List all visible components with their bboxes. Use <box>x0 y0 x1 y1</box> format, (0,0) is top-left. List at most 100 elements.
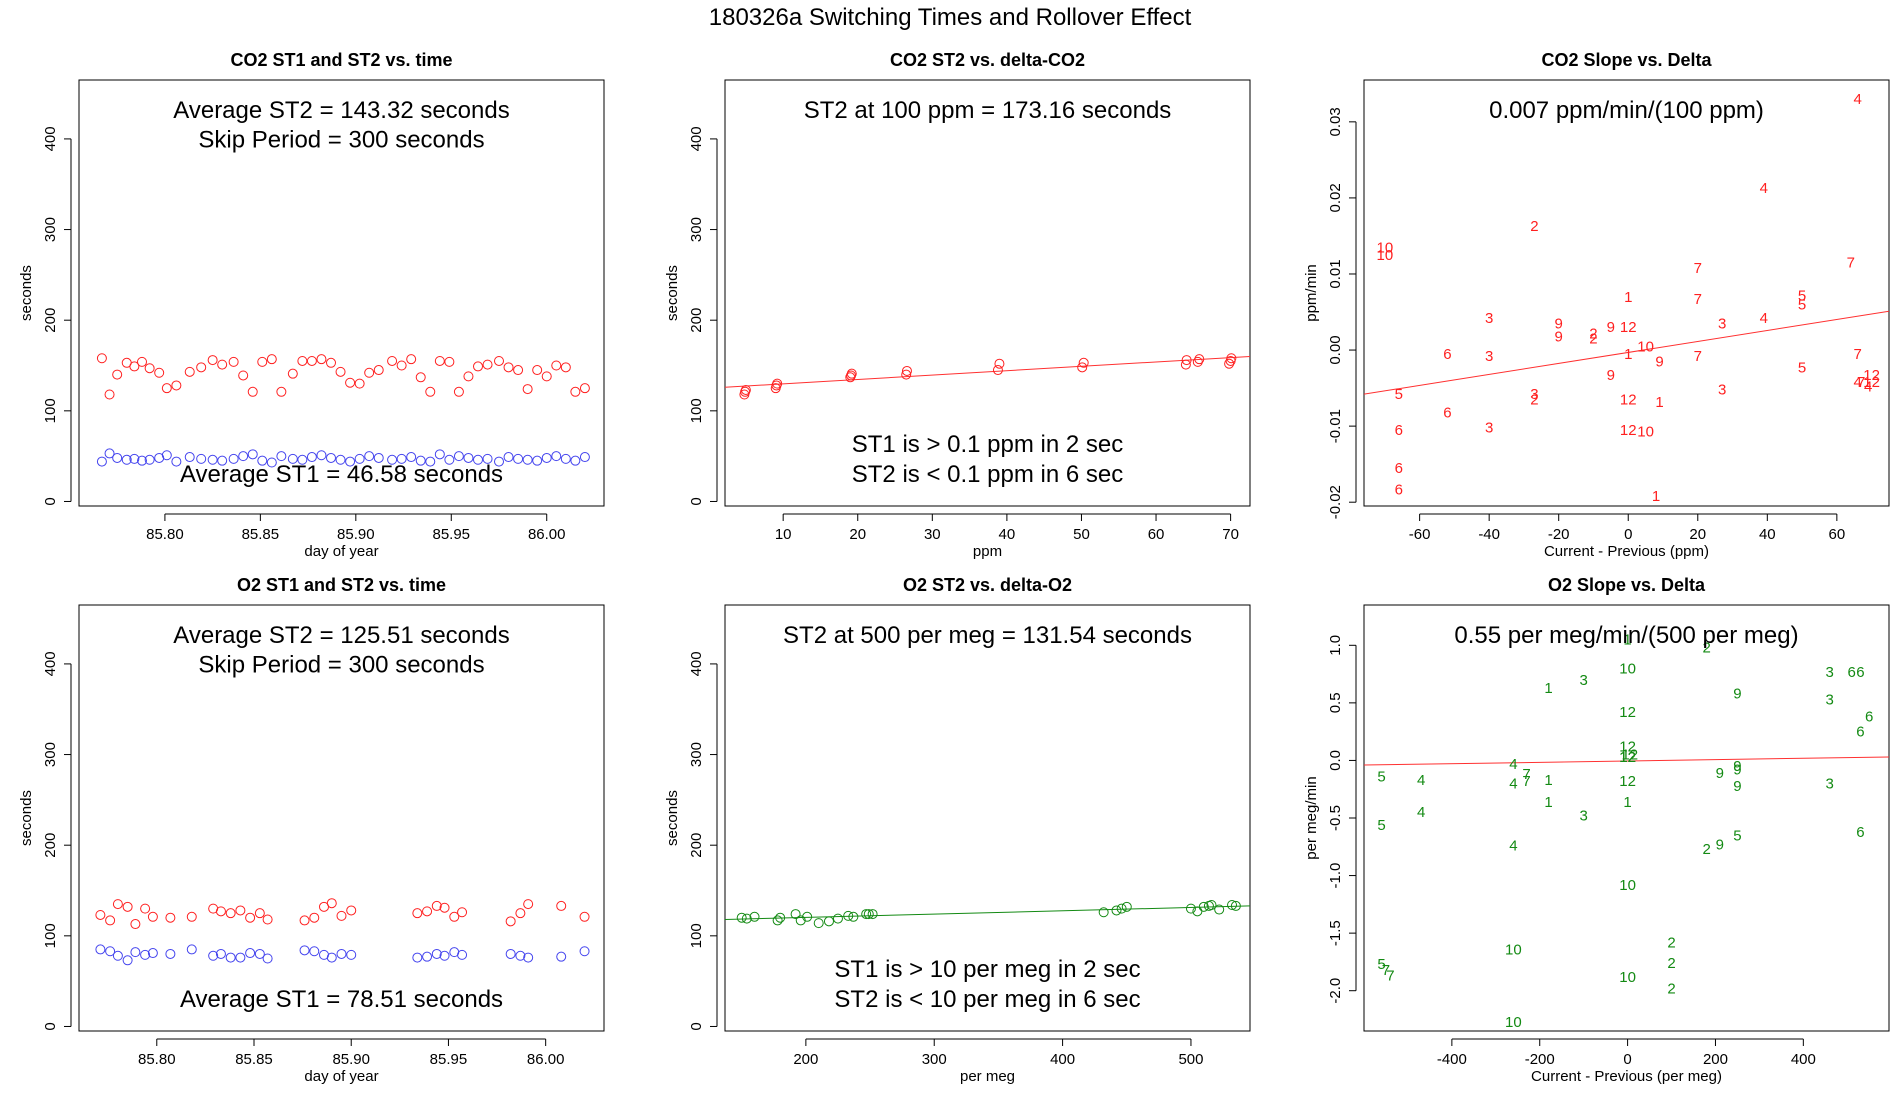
y-tick-label: 100 <box>688 923 705 948</box>
chart-co2-time: CO2 ST1 and ST2 vs. time 85.80 85.85 85.90 8… <box>18 50 605 560</box>
data-point-st2 <box>560 362 571 373</box>
chart-o2-st2-delta: O2 ST2 vs. delta-O2 200 300 400 500 0 100 200 30… <box>664 575 1251 1085</box>
y-tick-label: 0.00 <box>1327 335 1344 364</box>
data-point-st1 <box>336 948 347 959</box>
data-point-st1 <box>494 456 504 467</box>
x-tick-label: 85.85 <box>235 1051 273 1068</box>
y-tick-label: 0.03 <box>1327 107 1344 136</box>
data-point-st1 <box>570 455 581 466</box>
data-point-st1 <box>505 948 516 959</box>
data-point-label: 6 <box>1443 404 1451 421</box>
data-point-st1 <box>439 950 450 961</box>
data-point-st2 <box>254 908 265 919</box>
data-point-label: 7 <box>1847 255 1855 272</box>
data-point-label: 12 <box>1621 747 1638 764</box>
data-point-label: 7 <box>1694 260 1702 277</box>
y-tick-label: -0.5 <box>1327 805 1344 831</box>
y-axis-label: seconds <box>18 265 35 321</box>
data-point-st2 <box>257 356 268 367</box>
x-axis-label: day of year <box>304 1068 378 1085</box>
data-point-st1 <box>412 952 423 963</box>
data-point-st1 <box>335 454 346 465</box>
data-point-st2 <box>861 909 872 920</box>
x-tick-label: 86.00 <box>527 1051 565 1068</box>
data-point-label: 4 <box>1760 180 1768 197</box>
data-point-st2 <box>532 365 543 376</box>
data-point-st2 <box>1181 355 1192 366</box>
data-point-label: 9 <box>1716 836 1724 853</box>
data-point-st1 <box>121 454 132 465</box>
y-tick-label: 1.0 <box>1327 635 1344 656</box>
data-point-st1 <box>579 452 590 463</box>
data-point-st2 <box>104 389 115 400</box>
data-point-st2 <box>215 906 226 917</box>
data-point-st1 <box>326 952 337 963</box>
y-axis-label: seconds <box>664 265 681 321</box>
data-point-st2 <box>415 372 426 383</box>
x-tick-label: 85.80 <box>138 1051 176 1068</box>
data-point-st2 <box>551 360 562 371</box>
data-point-st1 <box>186 944 197 955</box>
data-point-st2 <box>1224 358 1235 369</box>
y-tick-label: -0.01 <box>1327 409 1344 443</box>
fit-line <box>725 905 1250 921</box>
data-point-st1 <box>299 945 310 956</box>
data-point-label: 1 <box>1544 680 1552 697</box>
plot-area <box>725 353 1250 400</box>
data-point-label: 6 <box>1856 664 1864 681</box>
y-axis-label: per meg/min <box>1303 776 1320 859</box>
data-point-label: 3 <box>1485 420 1493 437</box>
data-point-st1 <box>95 944 106 955</box>
data-point-label: 10 <box>1619 877 1636 894</box>
x-axis-label: Current - Previous (ppm) <box>1544 543 1709 560</box>
data-point-label: 9 <box>1733 758 1741 775</box>
data-point-st2 <box>345 377 356 388</box>
fit-line <box>725 355 1250 388</box>
data-point-st2 <box>266 354 277 365</box>
x-tick-label: 20 <box>849 526 866 543</box>
data-point-label: 3 <box>1579 808 1587 825</box>
data-point-st1 <box>208 950 219 961</box>
data-point-st2 <box>449 911 460 922</box>
data-point-st1 <box>523 952 534 963</box>
data-point-st2 <box>848 911 859 922</box>
data-point-st1 <box>345 456 356 467</box>
chart-o2-slope-delta: O2 Slope vs. Delta -400 -200 0 200 400 -2.0 -1.… <box>1303 575 1890 1085</box>
fit-line <box>1364 310 1889 395</box>
data-point-label: 4 <box>1760 310 1768 327</box>
x-tick-label: 300 <box>922 1051 947 1068</box>
data-point-label: 3 <box>1718 382 1726 399</box>
data-point-st2 <box>1198 901 1209 912</box>
data-point-st2 <box>335 366 346 377</box>
data-point-label: 9 <box>1733 762 1741 779</box>
data-point-st2 <box>867 909 878 920</box>
data-point-label: 6 <box>1395 460 1403 477</box>
x-axis-label: ppm <box>973 543 1002 560</box>
x-tick-label: 70 <box>1222 526 1239 543</box>
data-point-label: 2 <box>1667 955 1675 972</box>
x-tick-label: 85.80 <box>146 526 184 543</box>
x-tick-label: 0 <box>1623 1051 1631 1068</box>
data-point-label: 6 <box>1847 664 1855 681</box>
data-point-st2 <box>775 912 786 923</box>
data-point-st2 <box>1227 900 1238 911</box>
data-point-label: 5 <box>1377 769 1385 786</box>
plot-area <box>95 898 590 966</box>
data-point-st1 <box>364 451 375 462</box>
data-point-st1 <box>473 454 483 465</box>
data-point-st2 <box>1230 900 1241 911</box>
data-point-label: 3 <box>1826 775 1834 792</box>
data-point-label: 1 <box>1623 632 1631 649</box>
data-point-st2 <box>364 367 375 378</box>
data-point-st2 <box>740 384 751 395</box>
y-tick-label: 0 <box>688 1022 705 1030</box>
chart-title: CO2 ST2 vs. delta-CO2 <box>890 50 1085 70</box>
plot-frame <box>724 604 1251 1032</box>
data-point-label: 2 <box>1589 325 1597 342</box>
data-point-label: 2 <box>1703 841 1711 858</box>
x-tick-label: 86.00 <box>528 526 566 543</box>
plot-area <box>725 900 1250 929</box>
data-point-label: 10 <box>1505 1014 1522 1031</box>
data-point-st1 <box>541 452 552 463</box>
